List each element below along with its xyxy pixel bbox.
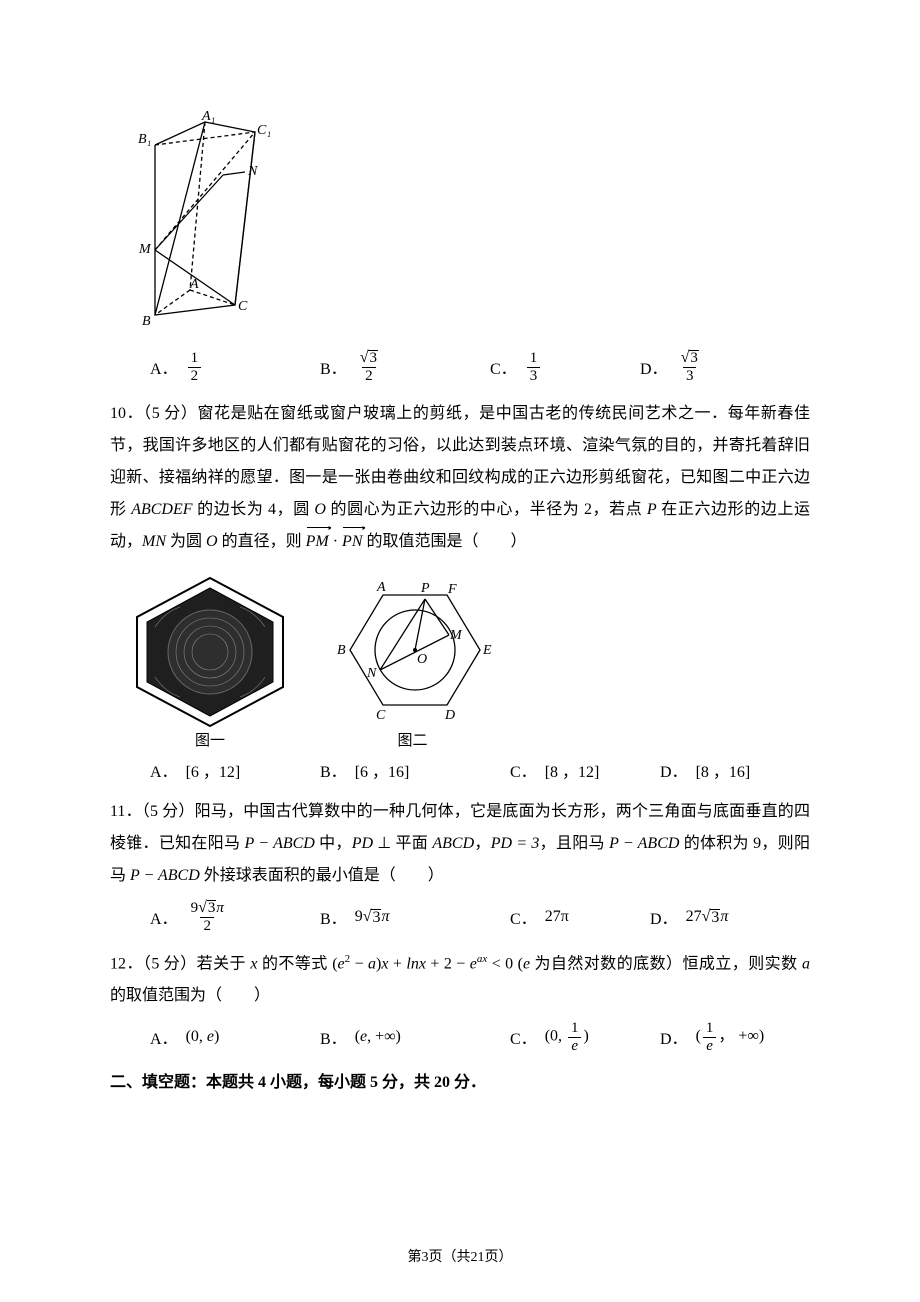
svg-text:P: P: [420, 581, 430, 596]
q10-opt-A-value: [6 ，12]: [186, 758, 241, 782]
q12-body: 12．（5 分）若关于 x 的不等式 (e2 − a)x + lnx + 2 −…: [110, 948, 810, 1012]
q10-opt-C-label: C．: [510, 758, 537, 782]
q12-opt-D-value: (1e， +∞): [696, 1020, 765, 1054]
q10-figures: 图一 A P F B E C D M N O: [125, 572, 810, 750]
q12-opt-A-label: A．: [150, 1025, 178, 1049]
q9-options: A． 1 2 B． √3 2 C． 1 3 D． √3 3: [150, 350, 810, 384]
svg-text:F: F: [447, 582, 457, 597]
q12-opt-D-label: D．: [660, 1025, 688, 1049]
svg-text:B: B: [337, 643, 346, 658]
q11-opt-A-label: A．: [150, 905, 178, 929]
q10-options: A． [6 ，12] B． [6 ，16] C． [8 ，12] D． [8 ，16]: [150, 758, 810, 782]
svg-text:A: A: [376, 580, 386, 595]
q11-body: 11．（5 分）阳马，中国古代算数中的一种几何体，它是底面为长方形，两个三角面与…: [110, 796, 810, 892]
q10-body: 10．（5 分）窗花是贴在窗纸或窗户玻璃上的剪纸，是中国古老的传统民间艺术之一．…: [110, 398, 810, 558]
q11-opt-C-label: C．: [510, 905, 537, 929]
q11-opt-D-label: D．: [650, 905, 678, 929]
svg-text:C: C: [376, 708, 386, 723]
svg-text:N: N: [366, 666, 377, 681]
q11-opt-D-value: 27√3π: [686, 908, 729, 926]
q9-opt-B-value: √3 2: [357, 350, 381, 384]
q11-opt-B-label: B．: [320, 905, 347, 929]
q10-vec-PN: PN: [342, 526, 362, 558]
q9-label-N: N: [247, 164, 258, 179]
q9-opt-B-label: B．: [320, 355, 347, 379]
q9-opt-C-label: C．: [490, 355, 517, 379]
q9-prism-figure: A₁ B₁ C₁ N M A B C: [135, 110, 810, 340]
q9-opt-A-value: 1 2: [188, 350, 202, 384]
q9-opt-D-value: √3 3: [678, 350, 702, 384]
q10-opt-D-value: [8 ，16]: [696, 758, 751, 782]
q10-opt-C-value: [8 ，12]: [545, 758, 600, 782]
q11-opt-C-value: 27π: [545, 908, 569, 926]
q9-label-C: C: [238, 299, 248, 314]
q10-fig1-svg: [125, 572, 295, 727]
page-footer: 第3页（共21页）: [0, 1246, 920, 1266]
q9-opt-C-value: 1 3: [527, 350, 541, 384]
q11-opt-A-value: 9√3π 2: [188, 900, 227, 934]
q12-opt-C-label: C．: [510, 1025, 537, 1049]
q12-opt-B-label: B．: [320, 1025, 347, 1049]
svg-text:O: O: [417, 652, 427, 667]
q10-fig2-caption: 图二: [397, 729, 427, 750]
q9-label-A: A: [189, 277, 199, 292]
q11-opt-B-value: 9√3π: [355, 908, 390, 926]
q11-options: A． 9√3π 2 B． 9√3π C． 27π D． 27√3π: [150, 900, 810, 934]
svg-text:E: E: [482, 643, 492, 658]
section-2-heading: 二、填空题：本题共 4 小题，每小题 5 分，共 20 分．: [110, 1068, 810, 1092]
q9-label-C1: C₁: [257, 123, 271, 138]
q9-opt-A-label: A．: [150, 355, 178, 379]
q9-opt-D-label: D．: [640, 355, 668, 379]
svg-text:D: D: [444, 708, 455, 723]
q10-opt-B-label: B．: [320, 758, 347, 782]
q9-label-A1: A₁: [201, 110, 215, 124]
q9-label-B1: B₁: [138, 132, 151, 147]
q10-fig2-svg: A P F B E C D M N O: [315, 577, 510, 727]
q10-vec-PM: PM: [306, 526, 329, 558]
q10-opt-A-label: A．: [150, 758, 178, 782]
q10-fig1-caption: 图一: [195, 729, 225, 750]
q12-opt-A-value: (0, e): [186, 1028, 220, 1046]
q9-label-B: B: [142, 314, 151, 329]
q10-opt-D-label: D．: [660, 758, 688, 782]
q12-opt-C-value: (0, 1e): [545, 1020, 589, 1054]
q9-label-M: M: [138, 242, 152, 257]
svg-text:M: M: [449, 628, 463, 643]
q12-options: A． (0, e) B． (e, +∞) C． (0, 1e) D． (1e， …: [150, 1020, 810, 1054]
q12-opt-B-value: (e, +∞): [355, 1028, 401, 1046]
q10-opt-B-value: [6 ，16]: [355, 758, 410, 782]
